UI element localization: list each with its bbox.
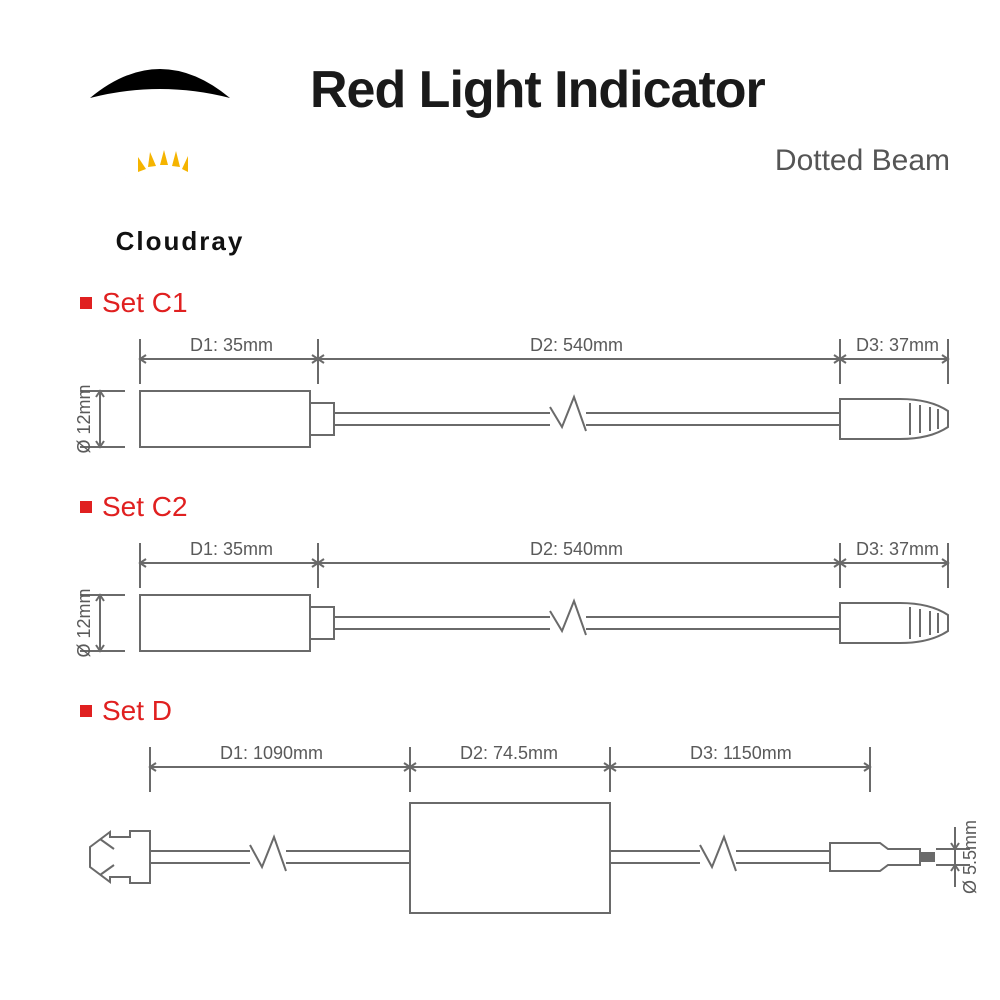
header: Cloudray Red Light Indicator Dotted Beam [50,50,950,257]
dim-label: D3: 1150mm [690,743,792,763]
dim-label: D1: 1090mm [220,743,323,763]
dim-label: D2: 540mm [530,335,623,355]
set-name: Set C2 [102,491,188,523]
dim-label: D2: 74.5mm [460,743,558,763]
brand-name: Cloudray [50,226,310,257]
logo-svg [50,50,270,220]
dim-label: D1: 35mm [190,539,273,559]
set-name: Set C1 [102,287,188,319]
set-label-c2: Set C2 [80,491,950,523]
set-name: Set D [102,695,172,727]
diagram-c2: D1: 35mm D2: 540mm D3: 37mm Ø 12mm [50,533,950,673]
brand-logo: Cloudray [50,50,310,257]
bullet-icon [80,297,92,309]
dia-label: Ø 5.5mm [960,820,980,894]
set-label-d: Set D [80,695,950,727]
page-title: Red Light Indicator [310,60,950,120]
bullet-icon [80,501,92,513]
title-block: Red Light Indicator Dotted Beam [310,50,950,178]
dia-label: Ø 12mm [74,384,94,453]
dim-label: D3: 37mm [856,335,939,355]
diagram-c1: D1: 35mm D2: 540mm D3: 37mm Ø 12mm [50,329,950,469]
dim-label: D2: 540mm [530,539,623,559]
diagram-d: D1: 1090mm D2: 74.5mm D3: 1150mm Ø 5.5mm [50,737,950,927]
dim-label: D3: 37mm [856,539,939,559]
dia-label: Ø 12mm [74,588,94,657]
page-subtitle: Dotted Beam [310,144,950,178]
dim-label: D1: 35mm [190,335,273,355]
set-label-c1: Set C1 [80,287,950,319]
bullet-icon [80,705,92,717]
